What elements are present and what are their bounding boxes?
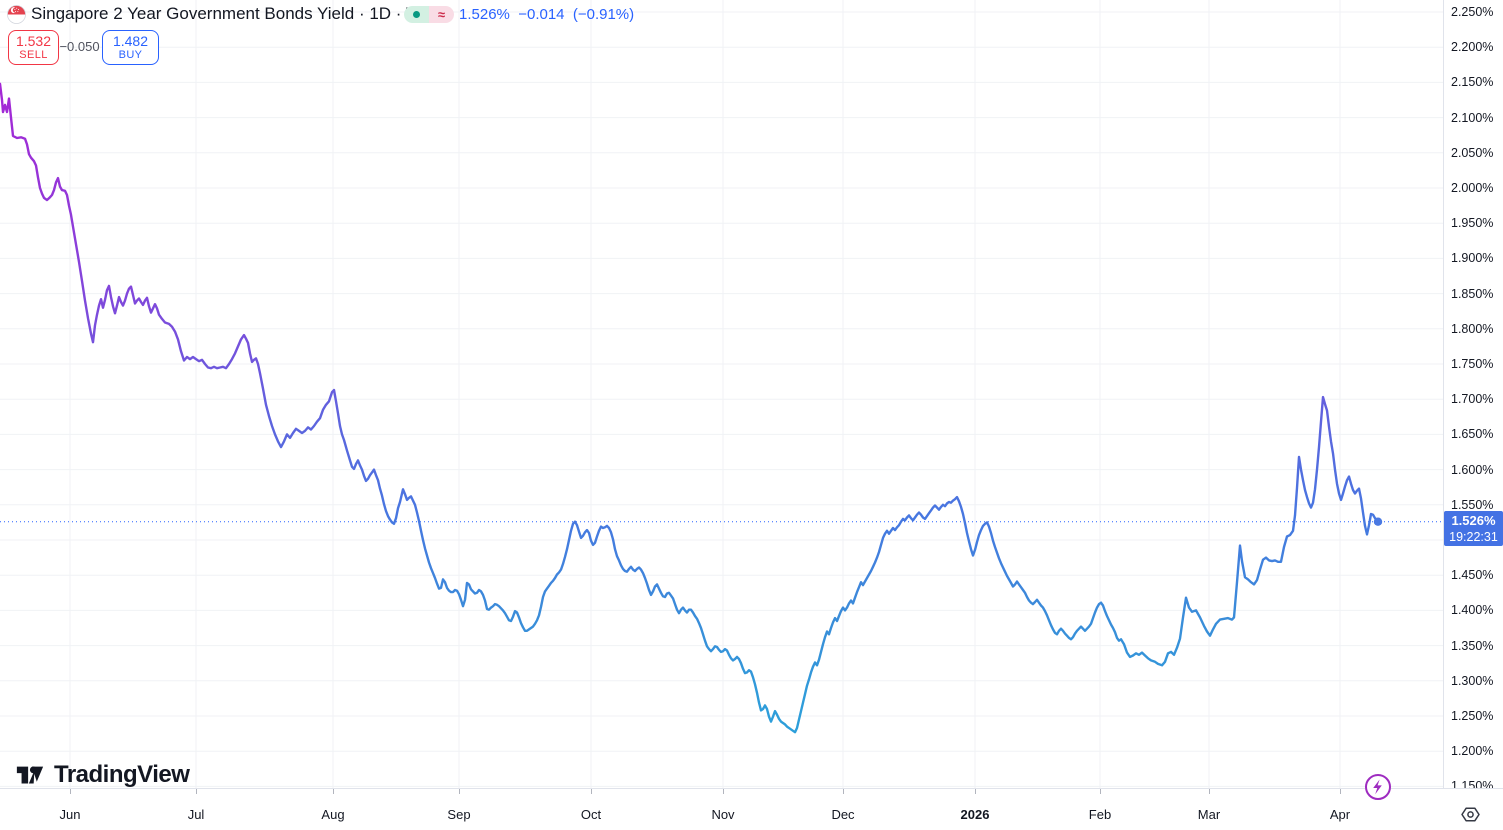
time-scale-tick [1100, 789, 1101, 794]
chart-gridlines [0, 0, 1443, 788]
time-scale-label: Aug [321, 807, 345, 822]
time-scale[interactable]: Jun Jul Aug Sep Oct Nov Dec 2026 Feb Mar Apr [0, 788, 1503, 830]
delayed-data-badge[interactable]: ≈ [429, 6, 454, 23]
singapore-flag-icon [7, 5, 26, 24]
last-price-value: 1.526% [1451, 513, 1496, 529]
last-price-marker [1373, 517, 1383, 526]
price-scale-label: 1.250% [1451, 709, 1494, 723]
axis-settings-gear-icon[interactable] [1461, 805, 1480, 824]
buy-button[interactable]: 1.482 BUY [102, 30, 159, 65]
time-scale-tick [196, 789, 197, 794]
price-scale-label: 1.200% [1451, 744, 1494, 759]
time-scale-label: Mar [1197, 807, 1221, 822]
price-scale[interactable]: 2.250% 2.200% 2.150% 2.100% 2.050% 2.000% 1.95… [1443, 0, 1503, 793]
time-scale-tick [723, 789, 724, 794]
approx-icon: ≈ [437, 7, 446, 22]
symbol-title[interactable]: Singapore 2 Year Government Bonds Yield … [31, 4, 440, 23]
last-price: 1.526% [459, 6, 510, 23]
price-scale-label: 1.950% [1451, 216, 1494, 231]
price-change-percent: (−0.91%) [572, 6, 635, 23]
spread-value: −0.050 [59, 39, 100, 54]
sell-button[interactable]: 1.532 SELL [8, 30, 59, 65]
buy-price: 1.482 [112, 33, 149, 49]
yield-line [0, 82, 1380, 734]
time-scale-tick [975, 789, 976, 794]
price-scale-label: 2.200% [1451, 40, 1494, 55]
price-scale-label: 1.850% [1451, 286, 1494, 301]
price-scale-label: 1.550% [1451, 497, 1494, 512]
time-scale-label: Apr [1329, 807, 1351, 822]
price-change: −0.014 [518, 6, 565, 23]
time-scale-label: Oct [580, 807, 602, 822]
price-scale-label: 1.800% [1451, 321, 1494, 336]
tradingview-watermark[interactable]: TradingView [15, 760, 190, 790]
price-scale-label: 2.000% [1451, 181, 1494, 195]
time-scale-label: Jul [187, 807, 205, 822]
buy-label: BUY [118, 49, 143, 61]
quote-readout: 1.526% −0.014 (−0.91%) [459, 5, 634, 24]
time-scale-label: Jun [59, 807, 81, 822]
price-scale-label: 2.100% [1451, 110, 1494, 125]
time-scale-tick [1340, 789, 1341, 794]
instant-order-button[interactable] [1365, 774, 1391, 800]
sell-label: SELL [19, 49, 48, 61]
price-scale-label: 1.350% [1451, 638, 1494, 653]
time-scale-tick [1209, 789, 1210, 794]
price-scale-label: 1.300% [1451, 673, 1494, 688]
lightning-icon [1373, 779, 1382, 795]
time-scale-tick [333, 789, 334, 794]
last-price-time: 19:22:31 [1449, 530, 1498, 545]
tradingview-wordmark: TradingView [54, 761, 190, 788]
price-scale-label: 1.650% [1451, 427, 1494, 442]
price-scale-label: 1.900% [1451, 251, 1494, 266]
last-price-axis-label: 1.526% 19:22:31 [1444, 511, 1503, 547]
time-scale-label: Nov [711, 807, 735, 822]
price-scale-label: 1.450% [1451, 568, 1494, 583]
time-scale-tick [843, 789, 844, 794]
tradingview-logo-icon [16, 766, 44, 784]
time-scale-tick [591, 789, 592, 794]
price-scale-label: 2.250% [1451, 5, 1494, 19]
chart-series [0, 82, 1443, 734]
price-scale-label: 2.150% [1451, 75, 1494, 90]
price-scale-label: 2.050% [1451, 145, 1494, 160]
time-scale-label: Feb [1088, 807, 1112, 822]
sell-price: 1.532 [15, 33, 52, 49]
time-scale-label: 2026 [960, 807, 990, 822]
market-status-dot-icon [413, 11, 420, 18]
price-scale-label: 1.400% [1451, 603, 1494, 618]
time-scale-label: Dec [831, 807, 855, 822]
time-scale-label: Sep [447, 807, 471, 822]
market-status-badge[interactable] [404, 6, 429, 23]
time-scale-tick [459, 789, 460, 794]
price-scale-label: 1.750% [1451, 357, 1494, 371]
market-status-badges[interactable]: ≈ [404, 6, 454, 23]
price-scale-label: 1.600% [1451, 462, 1494, 477]
time-scale-tick [70, 789, 71, 794]
price-scale-label: 1.700% [1451, 392, 1494, 407]
